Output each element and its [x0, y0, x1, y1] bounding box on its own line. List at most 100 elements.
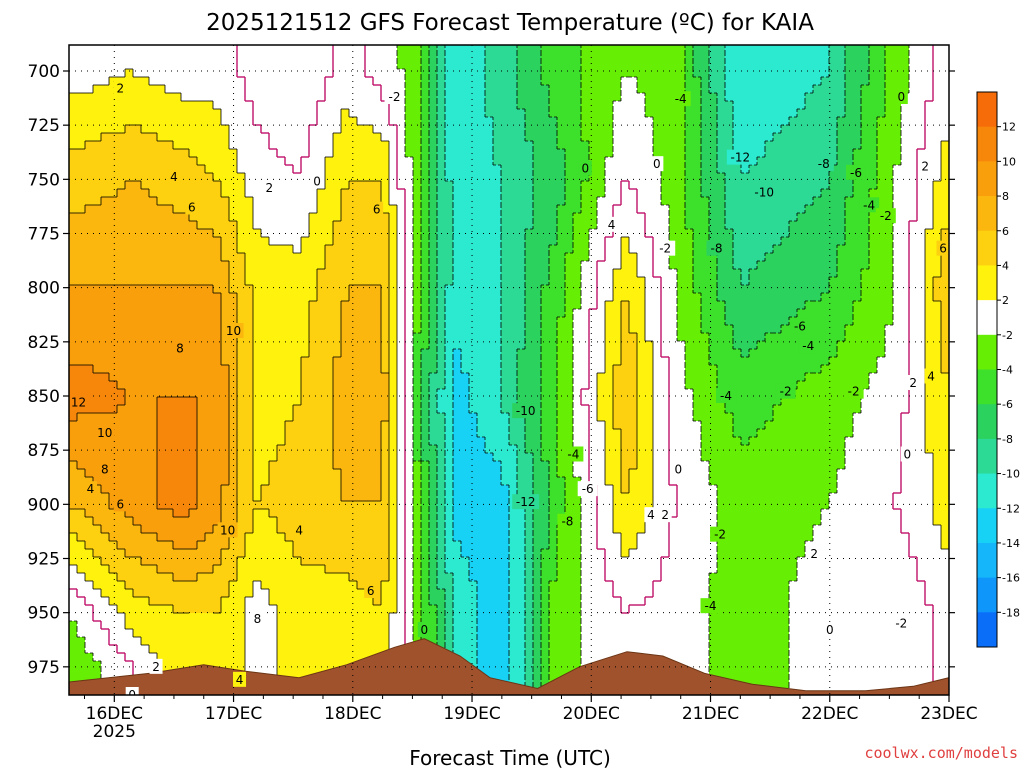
- temperature-cell: [221, 101, 230, 110]
- temperature-cell: [605, 261, 614, 270]
- temperature-cell: [445, 101, 454, 110]
- temperature-cell: [525, 197, 534, 206]
- temperature-cell: [517, 237, 526, 246]
- temperature-cell: [181, 381, 190, 390]
- temperature-cell: [301, 125, 310, 134]
- temperature-cell: [469, 109, 478, 118]
- temperature-cell: [189, 349, 198, 358]
- temperature-cell: [261, 381, 270, 390]
- temperature-cell: [197, 309, 206, 318]
- temperature-cell: [717, 101, 726, 110]
- temperature-cell: [429, 349, 438, 358]
- temperature-cell: [293, 141, 302, 150]
- temperature-cell: [133, 221, 142, 230]
- temperature-cell: [861, 101, 870, 110]
- temperature-cell: [805, 149, 814, 158]
- temperature-cell: [869, 125, 878, 134]
- temperature-cell: [253, 133, 262, 142]
- temperature-cell: [621, 149, 630, 158]
- temperature-cell: [525, 173, 534, 182]
- temperature-cell: [613, 229, 622, 238]
- temperature-cell: [853, 125, 862, 134]
- temperature-cell: [397, 221, 406, 230]
- temperature-cell: [557, 277, 566, 286]
- temperature-cell: [901, 213, 910, 222]
- temperature-cell: [405, 301, 414, 310]
- temperature-cell: [141, 61, 150, 70]
- temperature-cell: [253, 157, 262, 166]
- temperature-cell: [93, 373, 102, 382]
- temperature-cell: [885, 349, 894, 358]
- temperature-cell: [285, 109, 294, 118]
- temperature-cell: [629, 325, 638, 334]
- temperature-cell: [213, 69, 222, 78]
- temperature-cell: [429, 317, 438, 326]
- temperature-cell: [397, 125, 406, 134]
- temperature-cell: [453, 165, 462, 174]
- temperature-cell: [77, 173, 86, 182]
- temperature-cell: [253, 85, 262, 94]
- temperature-cell: [941, 77, 949, 86]
- temperature-cell: [557, 397, 566, 406]
- temperature-cell: [285, 45, 294, 54]
- temperature-cell: [925, 109, 934, 118]
- temperature-cell: [173, 109, 182, 118]
- temperature-cell: [309, 77, 318, 86]
- temperature-cell: [357, 189, 366, 198]
- temperature-cell: [941, 365, 949, 374]
- temperature-cell: [493, 165, 502, 174]
- temperature-cell: [589, 253, 598, 262]
- temperature-cell: [197, 125, 206, 134]
- temperature-cell: [413, 365, 422, 374]
- temperature-cell: [117, 245, 126, 254]
- temperature-cell: [645, 61, 654, 70]
- temperature-cell: [853, 261, 862, 270]
- temperature-cell: [437, 389, 446, 398]
- temperature-cell: [661, 45, 670, 54]
- temperature-cell: [421, 173, 430, 182]
- temperature-cell: [909, 365, 918, 374]
- temperature-cell: [829, 237, 838, 246]
- temperature-cell: [325, 69, 334, 78]
- temperature-cell: [277, 221, 286, 230]
- temperature-cell: [133, 205, 142, 214]
- temperature-cell: [773, 365, 782, 374]
- temperature-cell: [781, 93, 790, 102]
- temperature-cell: [909, 61, 918, 70]
- temperature-cell: [245, 269, 254, 278]
- temperature-cell: [821, 277, 830, 286]
- temperature-cell: [613, 341, 622, 350]
- temperature-cell: [797, 293, 806, 302]
- temperature-cell: [397, 389, 406, 398]
- temperature-cell: [77, 69, 86, 78]
- temperature-cell: [285, 381, 294, 390]
- temperature-cell: [917, 133, 926, 142]
- temperature-cell: [877, 53, 886, 62]
- temperature-cell: [589, 165, 598, 174]
- temperature-cell: [373, 381, 382, 390]
- temperature-cell: [821, 189, 830, 198]
- temperature-cell: [813, 349, 822, 358]
- temperature-cell: [205, 141, 214, 150]
- temperature-cell: [485, 317, 494, 326]
- temperature-cell: [733, 245, 742, 254]
- temperature-cell: [485, 149, 494, 158]
- temperature-cell: [69, 293, 78, 302]
- temperature-cell: [485, 261, 494, 270]
- temperature-cell: [893, 317, 902, 326]
- temperature-cell: [917, 333, 926, 342]
- temperature-cell: [325, 85, 334, 94]
- temperature-cell: [213, 389, 222, 398]
- temperature-cell: [181, 333, 190, 342]
- temperature-cell: [677, 157, 686, 166]
- temperature-cell: [125, 213, 134, 222]
- temperature-cell: [909, 69, 918, 78]
- temperature-cell: [781, 373, 790, 382]
- temperature-cell: [301, 61, 310, 70]
- temperature-cell: [69, 85, 78, 94]
- temperature-cell: [101, 213, 110, 222]
- temperature-cell: [509, 77, 518, 86]
- temperature-cell: [469, 45, 478, 54]
- temperature-cell: [565, 133, 574, 142]
- temperature-cell: [365, 117, 374, 126]
